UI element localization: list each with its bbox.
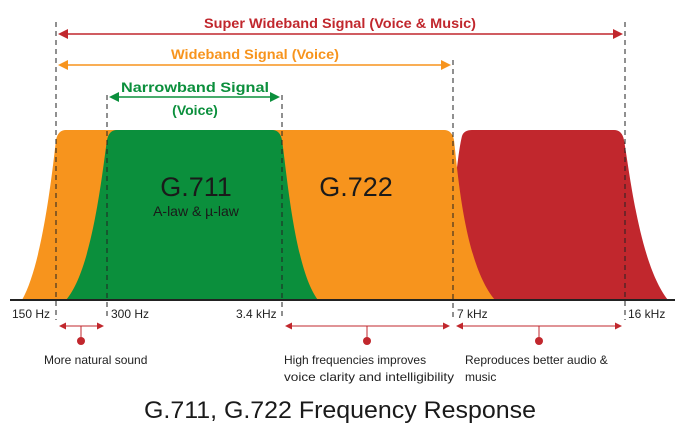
- benefit-natural-sound: More natural sound: [44, 353, 147, 367]
- g711-title: G.711: [160, 172, 232, 202]
- narrowband-label-line2: (Voice): [172, 102, 218, 118]
- narrowband-band: [66, 130, 318, 300]
- benefit-markers: [59, 322, 622, 345]
- wideband-label: Wideband Signal (Voice): [171, 46, 339, 62]
- freq-label-150hz: 150 Hz: [12, 307, 50, 321]
- freq-label-300hz: 300 Hz: [111, 307, 149, 321]
- freq-label-7khz: 7 kHz: [457, 307, 488, 321]
- clarity-marker-dot: [363, 337, 371, 345]
- boundary-lines: [55, 22, 626, 320]
- diagram-caption: G.711, G.722 Frequency Response: [144, 397, 536, 424]
- super-wideband-band: [440, 130, 668, 300]
- benefit-audio-line1: Reproduces better audio &: [465, 353, 608, 367]
- narrowband-label-line1: Narrowband Signal: [121, 79, 269, 95]
- freq-label-3400hz: 3.4 kHz: [236, 307, 277, 321]
- benefit-clarity-line1: High frequencies improves: [284, 353, 426, 367]
- g722-title: G.722: [319, 172, 393, 202]
- super-wideband-label: Super Wideband Signal (Voice & Music): [204, 15, 476, 31]
- audio-marker-dot: [535, 337, 543, 345]
- freq-label-16khz: 16 kHz: [628, 307, 665, 321]
- natural-marker-dot: [77, 337, 85, 345]
- benefit-clarity-line2: voice clarity and intelligibility: [284, 370, 454, 384]
- benefit-audio-line2: music: [465, 370, 496, 384]
- g711-subtitle: A-law & µ-law: [153, 203, 240, 219]
